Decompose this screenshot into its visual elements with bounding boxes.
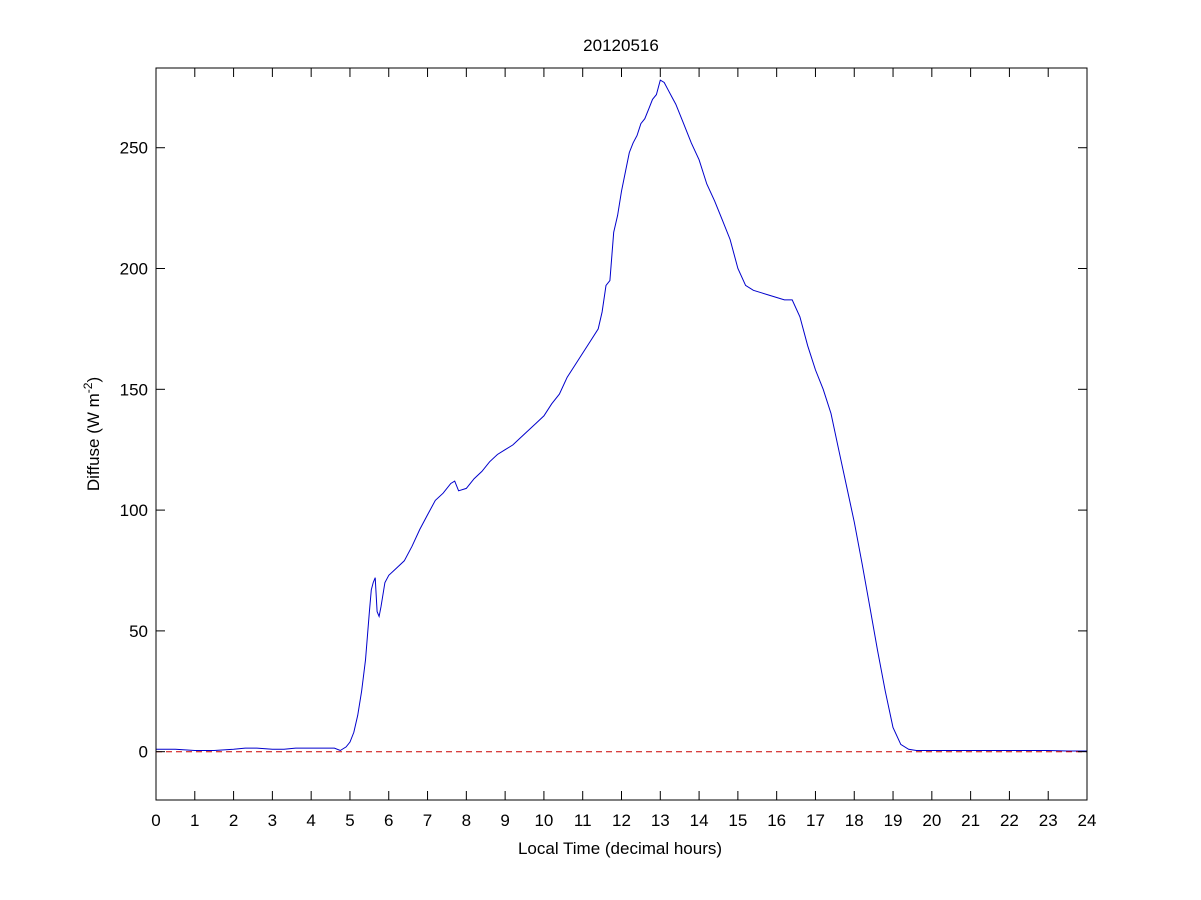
x-tick-label: 24 bbox=[1078, 811, 1097, 830]
y-tick-label: 200 bbox=[120, 260, 148, 279]
x-tick-label: 14 bbox=[690, 811, 709, 830]
x-axis-label: Local Time (decimal hours) bbox=[518, 839, 722, 858]
y-tick-label: 250 bbox=[120, 139, 148, 158]
y-axis-label-main: Diffuse (W m bbox=[84, 393, 103, 491]
y-tick-label: 50 bbox=[129, 622, 148, 641]
x-tick-label: 8 bbox=[462, 811, 471, 830]
x-tick-label: 4 bbox=[306, 811, 315, 830]
x-tick-label: 9 bbox=[500, 811, 509, 830]
y-axis-label: Diffuse (W m-2) bbox=[81, 377, 103, 491]
x-tick-label: 13 bbox=[651, 811, 670, 830]
x-tick-label: 16 bbox=[767, 811, 786, 830]
x-tick-label: 17 bbox=[806, 811, 825, 830]
y-axis-label-superscript: -2 bbox=[81, 382, 95, 393]
y-tick-label: 150 bbox=[120, 380, 148, 399]
x-tick-label: 7 bbox=[423, 811, 432, 830]
x-tick-label: 12 bbox=[612, 811, 631, 830]
x-tick-label: 23 bbox=[1039, 811, 1058, 830]
diffuse-series-line bbox=[156, 79, 1087, 752]
x-tick-label: 18 bbox=[845, 811, 864, 830]
y-tick-label: 100 bbox=[120, 501, 148, 520]
x-tick-label: 6 bbox=[384, 811, 393, 830]
x-tick-label: 2 bbox=[229, 811, 238, 830]
x-tick-label: 0 bbox=[151, 811, 160, 830]
x-tick-label: 10 bbox=[534, 811, 553, 830]
y-tick-label: 0 bbox=[139, 743, 148, 762]
chart-title: 20120516 bbox=[583, 36, 659, 55]
x-tick-label: 15 bbox=[728, 811, 747, 830]
x-tick-label: 21 bbox=[961, 811, 980, 830]
x-tick-label: 11 bbox=[574, 811, 592, 830]
x-tick-label: 5 bbox=[345, 811, 354, 830]
x-tick-label: 1 bbox=[190, 811, 199, 830]
x-tick-label: 3 bbox=[268, 811, 277, 830]
x-tick-label: 20 bbox=[922, 811, 941, 830]
x-tick-label: 19 bbox=[884, 811, 903, 830]
x-tick-label: 22 bbox=[1000, 811, 1019, 830]
y-axis-label-suffix: ) bbox=[84, 377, 103, 383]
